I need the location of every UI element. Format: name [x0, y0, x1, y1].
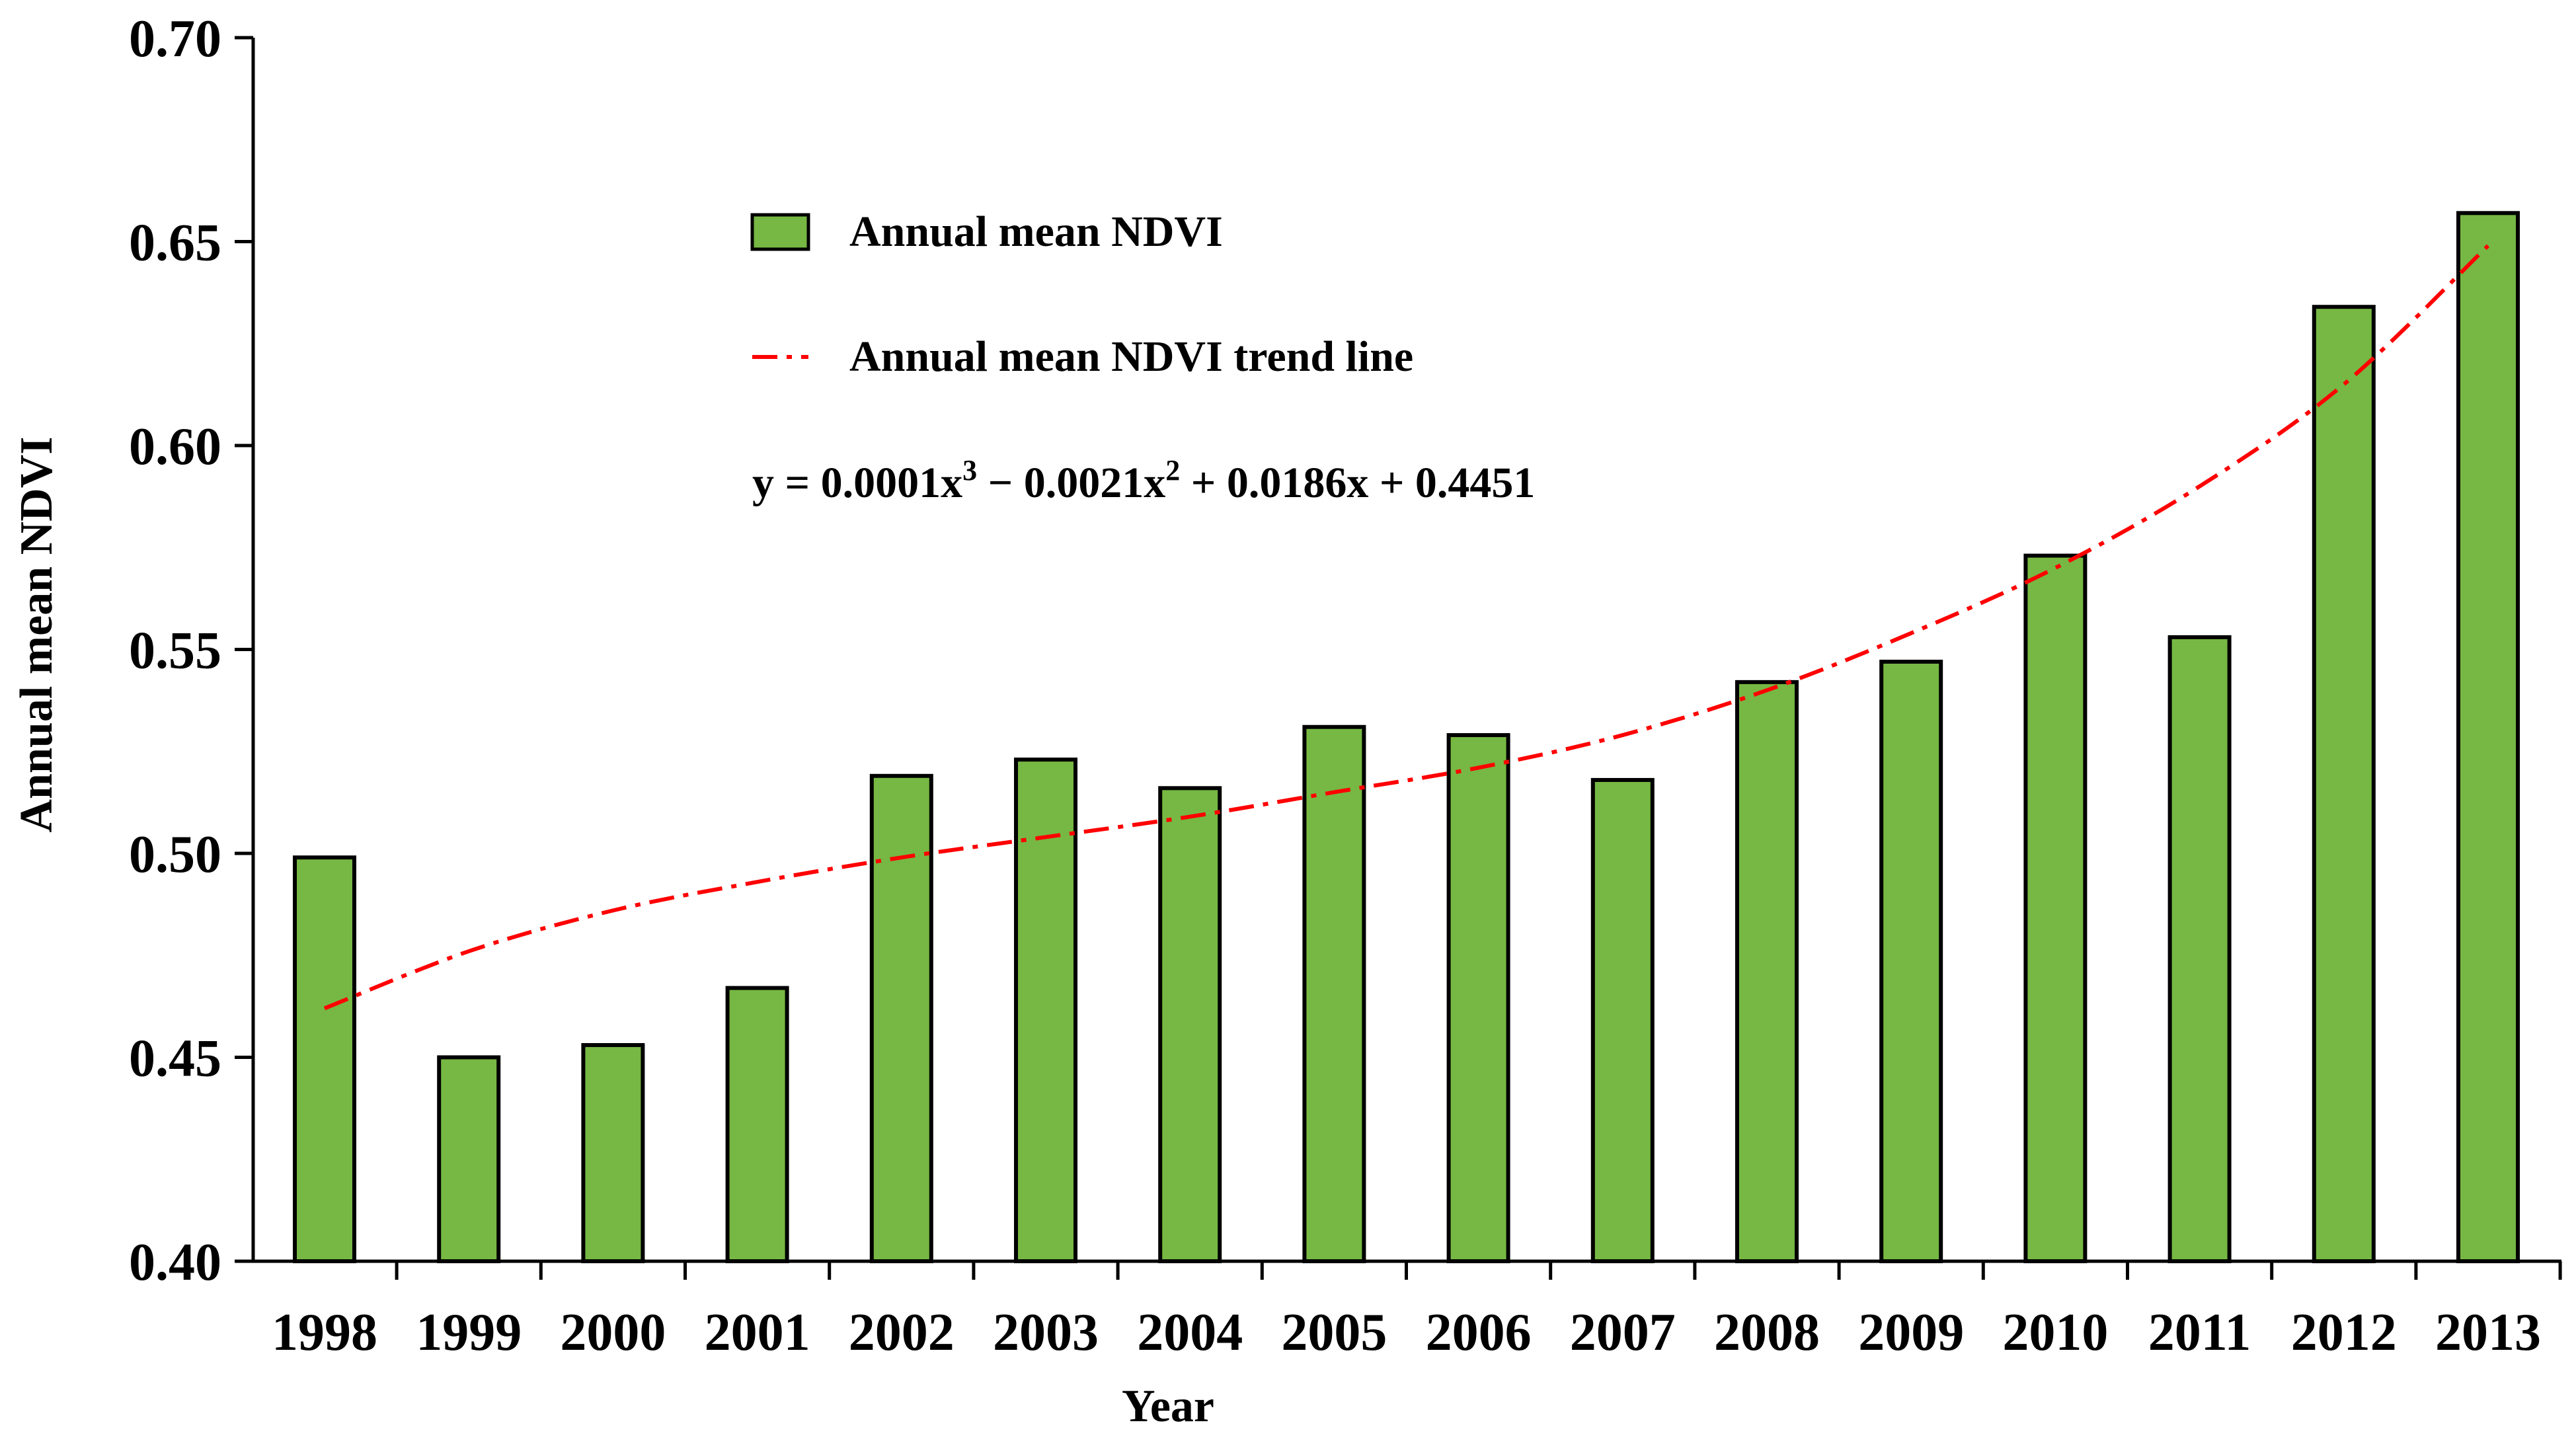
bar-2000 [581, 1042, 645, 1263]
equation-part-3: + 0.0186x + 0.4451 [1180, 459, 1535, 507]
bar-2006 [1446, 733, 1510, 1263]
bar-2005 [1302, 724, 1366, 1263]
y-tick-label: 0.50 [129, 826, 221, 884]
x-axis-title: Year [1122, 1381, 1214, 1432]
y-tick-label: 0.65 [129, 214, 221, 272]
bar-series [293, 211, 2520, 1264]
y-tick-label: 0.60 [129, 418, 221, 476]
x-tick-label: 2005 [1281, 1304, 1387, 1362]
bar-2011 [2167, 635, 2232, 1263]
y-axis-title: Annual mean NDVI [11, 437, 62, 833]
x-tick-label: 1999 [416, 1304, 522, 1362]
x-tick-label: 2006 [1426, 1304, 1532, 1362]
y-tick-label: 0.70 [129, 10, 221, 68]
x-tick-label: 2008 [1714, 1304, 1820, 1362]
equation-exp-2: 2 [1165, 454, 1180, 487]
bar-1998 [293, 855, 356, 1264]
bar-2004 [1158, 786, 1222, 1263]
y-tick-label: 0.55 [129, 622, 221, 680]
x-tick-label: 2011 [2148, 1304, 2251, 1362]
trend-equation: y = 0.0001x3 − 0.0021x2 + 0.0186x + 0.44… [752, 454, 1535, 507]
bar-2012 [2312, 305, 2376, 1264]
legend-swatch-bars [750, 213, 810, 251]
x-tick-label: 2007 [1570, 1304, 1676, 1362]
x-tick-label: 2013 [2435, 1304, 2541, 1362]
equation-part-1: y = 0.0001x [752, 459, 962, 507]
legend-label-bars: Annual mean NDVI [849, 208, 1223, 256]
trend-series [323, 244, 2490, 1011]
legend-label-trend: Annual mean NDVI trend line [849, 332, 1413, 381]
equation-exp-1: 3 [962, 454, 977, 487]
x-tick-label: 2002 [849, 1304, 955, 1362]
legend: Annual mean NDVI Annual mean NDVI trend … [750, 208, 1535, 507]
x-tick-label: 2001 [705, 1304, 810, 1362]
bar-2009 [1879, 660, 1943, 1263]
x-tick-label: 1998 [272, 1304, 377, 1362]
bar-2002 [869, 773, 933, 1263]
bar-2010 [2023, 553, 2088, 1264]
x-ticks: 1998 1999 2000 2001 2002 2003 2004 2005 2006 2007… [272, 1261, 2562, 1362]
y-ticks: 0.40 0.45 0.50 0.55 0.60 0.65 0.70 [129, 10, 253, 1292]
bar-2013 [2456, 211, 2520, 1263]
x-tick-label: 2012 [2291, 1304, 2397, 1362]
bar-2003 [1014, 758, 1077, 1263]
y-tick-label: 0.40 [129, 1233, 221, 1292]
trend-line [323, 244, 2490, 1011]
x-tick-label: 2003 [993, 1304, 1099, 1362]
bar-2007 [1590, 777, 1655, 1263]
x-tick-label: 2009 [1858, 1304, 1964, 1362]
bar-1999 [437, 1055, 501, 1263]
bar-2001 [725, 986, 789, 1263]
x-tick-label: 2000 [560, 1304, 666, 1362]
bar-2008 [1735, 680, 1799, 1263]
x-tick-label: 2010 [2002, 1304, 2108, 1362]
y-tick-label: 0.45 [129, 1030, 221, 1088]
equation-part-2: − 0.0021x [977, 459, 1165, 507]
x-tick-label: 2004 [1137, 1304, 1243, 1362]
